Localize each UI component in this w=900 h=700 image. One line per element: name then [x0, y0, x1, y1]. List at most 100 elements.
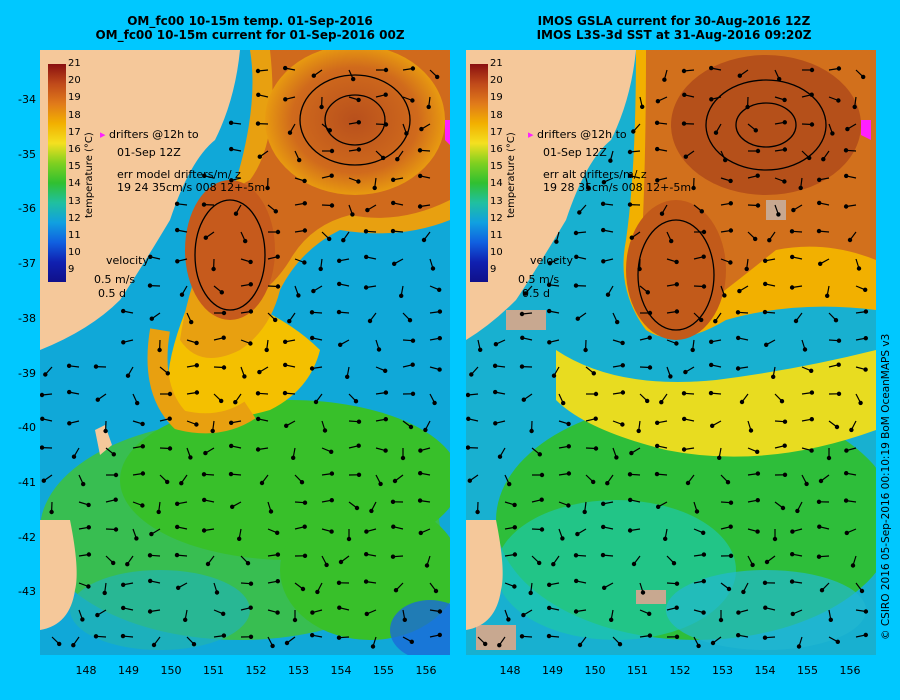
velocity-arrow-head [696, 643, 701, 649]
velocity-arrow-head [103, 428, 108, 434]
velocity-arrow-head [539, 472, 545, 478]
velocity-arrow-head [296, 293, 301, 298]
velocity-arrow-head [782, 179, 787, 184]
velocity-arrow-head [790, 552, 795, 557]
velocity-arrow-head [390, 499, 396, 504]
credit-text: © CSIRO 2016 05-Sep-2016 00:10:19 BoM Oc… [880, 333, 892, 640]
velocity-arrow-head [95, 612, 100, 618]
velocity-arrow-head [790, 254, 795, 260]
left-title-line2: OM_fc00 10-15m current for 01-Sep-2016 0… [95, 28, 405, 42]
velocity-arrow-head [631, 561, 637, 567]
velocity-arrow-head [590, 479, 596, 485]
velocity-arrow-head [681, 416, 687, 422]
velocity-arrow-head [654, 471, 660, 477]
velocity-arrow-head [627, 528, 633, 533]
velocity-arrow-head [201, 202, 207, 207]
velocity-arrow-head [694, 509, 700, 514]
left-title-line1: OM_fc00 10-15m temp. 01-Sep-2016 [127, 14, 373, 28]
velocity-arrow-head [466, 416, 471, 421]
x-tick: 149 [118, 664, 139, 677]
velocity-arrow-head [297, 157, 302, 163]
velocity-arrow-head [836, 362, 841, 367]
velocity-arrow-head [437, 367, 442, 372]
colorbar-tick: 21 [490, 58, 503, 69]
velocity-arrow-head [302, 228, 308, 233]
velocity-arrow-head [174, 524, 180, 530]
velocity-arrow-head [850, 563, 856, 568]
velocity-arrow-head [718, 617, 724, 623]
x-tick: 151 [627, 664, 648, 677]
velocity-arrow-head [647, 633, 653, 638]
velocity-arrow-head [528, 590, 533, 596]
velocity-arrow-head [221, 365, 227, 370]
colorbar-tick: 15 [68, 161, 81, 173]
velocity-arrow-head [221, 310, 227, 316]
velocity-arrow-head [167, 391, 173, 397]
velocity-arrow-head [560, 536, 565, 541]
velocity-arrow-head [782, 120, 787, 125]
velocity-arrow-head [728, 553, 734, 558]
velocity-arrow-head [763, 605, 768, 610]
velocity-arrow-head [674, 259, 679, 265]
velocity-arrow-head [779, 399, 785, 404]
velocity-arrow-head [762, 580, 768, 586]
velocity-arrow-head [825, 293, 830, 298]
velocity-arrow-head [833, 318, 839, 323]
right-map-panel [466, 50, 876, 655]
velocity-arrow-head [265, 185, 270, 191]
velocity-arrow-head [113, 472, 119, 478]
velocity-arrow-head [620, 390, 626, 395]
velocity-arrow-head [356, 419, 362, 424]
velocity-arrow-head [574, 254, 579, 259]
velocity-arrow-head [211, 266, 216, 272]
velocity-arrow-head [140, 444, 146, 449]
velocity-arrow-head [737, 288, 742, 294]
velocity-arrow-head [364, 254, 369, 260]
velocity-arrow-head [836, 66, 842, 71]
velocity-arrow-head [248, 282, 253, 287]
velocity-arrow-head [708, 339, 714, 344]
velocity-arrow-head [329, 498, 334, 503]
velocity-arrow-head [859, 588, 865, 594]
x-tick: 155 [373, 664, 394, 677]
velocity-arrow-head [659, 400, 664, 405]
velocity-arrow-head [736, 610, 741, 615]
velocity-arrow-head [354, 505, 360, 511]
velocity-arrow-head [685, 480, 691, 486]
colorbar-tick: 16 [68, 144, 81, 155]
right-eddy-streamlines [637, 79, 827, 331]
x-tick: 153 [288, 664, 309, 677]
velocity-arrow-head [259, 480, 265, 486]
left-colorbar-title: temperature (°C) [84, 132, 95, 218]
velocity-arrow-head [755, 529, 760, 534]
x-tick: 150 [584, 664, 606, 677]
velocity-arrow-head [776, 212, 781, 217]
velocity-arrow-head [423, 427, 428, 433]
velocity-arrow-head [49, 509, 54, 515]
x-tick: 150 [160, 664, 182, 677]
velocity-arrow-head [691, 185, 696, 191]
left-drifters-line2: 01-Sep 12Z [117, 146, 181, 159]
velocity-arrow-head [302, 553, 308, 558]
y-tick-left: -35 [18, 147, 36, 161]
velocity-arrow-head [410, 391, 416, 396]
velocity-arrow-head [151, 642, 157, 648]
velocity-arrow-head [782, 443, 787, 448]
x-tick: 155 [797, 664, 818, 677]
velocity-arrow-head [512, 584, 517, 589]
colorbar-tick: 11 [490, 230, 503, 241]
velocity-arrow-head [125, 373, 131, 378]
velocity-arrow-head [393, 588, 399, 593]
right-colorbar-title: temperature (°C) [506, 132, 517, 218]
velocity-arrow-head [593, 391, 599, 397]
velocity-arrow-head [575, 316, 581, 321]
velocity-arrow-head [337, 281, 342, 287]
left-velocity-label: velocity [106, 254, 149, 267]
velocity-arrow-head [647, 335, 652, 340]
velocity-arrow-head [324, 562, 329, 568]
x-tick: 152 [245, 664, 267, 677]
velocity-arrow-head [356, 472, 362, 477]
velocity-arrow-head [390, 228, 396, 234]
velocity-arrow-head [369, 508, 374, 514]
left-eddy-streamlines [194, 74, 411, 311]
